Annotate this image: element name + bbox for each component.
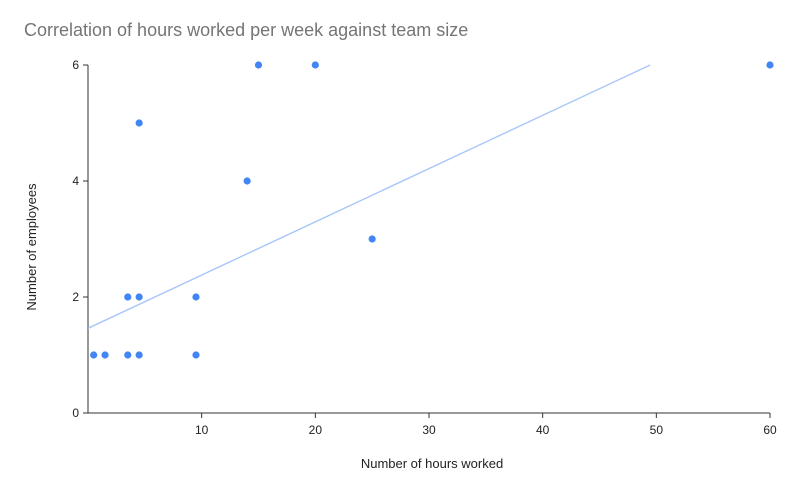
data-point: [135, 119, 143, 127]
data-point: [135, 351, 143, 359]
data-point: [90, 351, 98, 359]
x-tick-label: 60: [763, 423, 777, 437]
data-points: [90, 61, 774, 359]
y-tick-label: 0: [72, 406, 79, 420]
y-tick-label: 4: [72, 174, 79, 188]
x-tick-label: 40: [536, 423, 550, 437]
y-axis-title: Number of employees: [24, 183, 39, 311]
data-point: [368, 235, 376, 243]
x-tick-label: 20: [309, 423, 323, 437]
x-tick-label: 30: [422, 423, 436, 437]
trendline: [87, 64, 651, 329]
x-axis-title: Number of hours worked: [361, 456, 503, 471]
data-point: [766, 61, 774, 69]
data-point: [192, 293, 200, 301]
data-point: [254, 61, 263, 69]
tick-labels: 0 2 4 6 10 20 30 40 50 60: [72, 58, 777, 437]
axes: [83, 64, 771, 418]
y-tick-label: 2: [72, 290, 79, 304]
data-point: [311, 61, 319, 69]
trendline-layer: [87, 64, 651, 329]
x-tick-label: 50: [650, 423, 664, 437]
data-point: [124, 293, 132, 301]
data-point: [124, 351, 132, 359]
chart-title: Correlation of hours worked per week aga…: [24, 20, 469, 40]
data-point: [192, 351, 200, 359]
y-tick-label: 6: [72, 58, 79, 72]
data-point: [243, 177, 251, 185]
data-point: [135, 293, 143, 301]
data-point: [101, 351, 109, 359]
x-tick-label: 10: [195, 423, 209, 437]
